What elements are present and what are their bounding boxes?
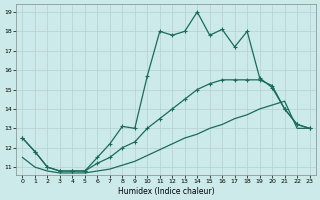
X-axis label: Humidex (Indice chaleur): Humidex (Indice chaleur) [118, 187, 214, 196]
